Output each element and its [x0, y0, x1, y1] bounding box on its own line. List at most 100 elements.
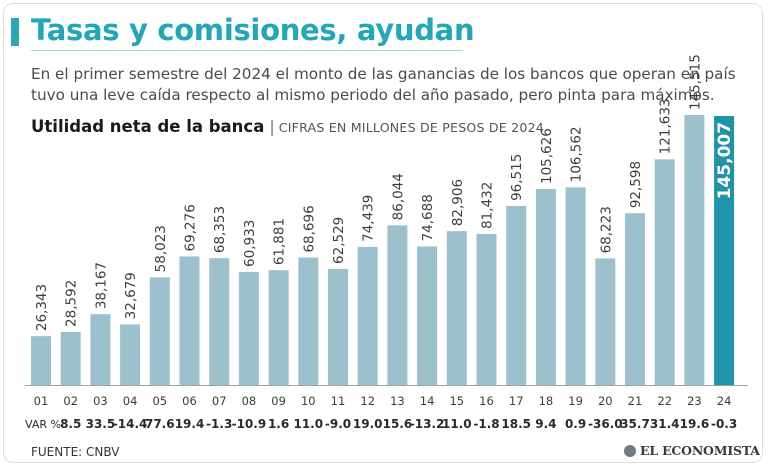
value-label-19: 106,562	[569, 126, 585, 182]
x-tick-label-23: 23	[687, 394, 702, 408]
x-tick-label-12: 12	[360, 394, 375, 408]
title-divider	[31, 50, 463, 51]
value-label-04: 32,679	[123, 272, 139, 319]
value-label-10: 68,696	[301, 205, 317, 252]
var-pct-16: -1.8	[473, 417, 499, 431]
bar-12	[357, 246, 378, 385]
bar-22	[654, 159, 675, 385]
var-pct-08: -10.9	[232, 417, 267, 431]
brand-name: EL ECONOMISTA	[640, 443, 760, 458]
chart-title: Utilidad neta de la banca	[31, 117, 265, 136]
bar-21	[625, 213, 645, 385]
value-label-16: 81,432	[480, 182, 496, 229]
bar-20	[595, 258, 616, 385]
var-pct-23: 19.6	[680, 417, 710, 431]
x-tick-label-07: 07	[212, 394, 227, 408]
x-tick-label-17: 17	[509, 394, 524, 408]
bar-05	[149, 277, 170, 385]
var-pct-09: 1.6	[268, 417, 289, 431]
var-pct-14: -13.2	[410, 417, 445, 431]
x-tick-label-19: 19	[568, 394, 583, 408]
x-tick-label-13: 13	[390, 394, 405, 408]
x-tick-label-18: 18	[539, 394, 554, 408]
var-pct-03: 33.5	[86, 417, 116, 431]
bar-16	[476, 233, 497, 385]
x-tick-label-14: 14	[420, 394, 435, 408]
chart-heading: Utilidad neta de la banca | CIFRAS EN MILL…	[31, 117, 544, 136]
var-pct-04: -14.4	[113, 417, 148, 431]
value-label-21: 92,598	[628, 161, 644, 208]
var-pct-20: -36.0	[588, 417, 623, 431]
bar-06	[179, 256, 200, 385]
bar-02	[60, 331, 81, 385]
value-label-11: 62,529	[331, 217, 347, 264]
x-tick-label-05: 05	[152, 394, 167, 408]
x-tick-label-06: 06	[182, 394, 197, 408]
heading-separator: |	[269, 117, 275, 136]
bar-14	[417, 246, 438, 385]
x-tick-label-08: 08	[242, 394, 257, 408]
var-pct-11: -9.0	[325, 417, 351, 431]
var-pct-18: 9.4	[535, 417, 556, 431]
value-label-06: 69,276	[183, 204, 199, 251]
x-tick-label-20: 20	[598, 394, 613, 408]
bar-23	[684, 115, 705, 385]
bar-11	[328, 268, 348, 385]
bar-10	[298, 257, 319, 385]
x-tick-label-04: 04	[123, 394, 138, 408]
value-label-08: 60,933	[242, 220, 258, 267]
var-pct-13: 15.6	[383, 417, 413, 431]
subtitle: En el primer semestre del 2024 el monto …	[31, 65, 736, 104]
value-label-07: 68,353	[212, 206, 228, 253]
value-label-24: 145,007	[715, 122, 735, 199]
value-label-09: 61,881	[272, 218, 288, 265]
source-note: FUENTE: CNBV	[31, 445, 120, 459]
bar-01	[31, 336, 51, 385]
var-pct-17: 18.5	[501, 417, 531, 431]
var-pct-10: 11.0	[293, 417, 323, 431]
value-label-20: 68,223	[598, 206, 614, 253]
value-label-17: 96,515	[509, 154, 525, 201]
bar-03	[90, 314, 111, 385]
title-accent-bar	[11, 18, 19, 46]
bar-17	[506, 205, 527, 385]
bar-13	[387, 225, 408, 385]
var-pct-15: 11.0	[442, 417, 472, 431]
value-label-12: 74,439	[361, 195, 377, 242]
bar-07	[209, 258, 230, 385]
value-label-05: 58,023	[153, 225, 169, 272]
x-tick-label-01: 01	[34, 394, 49, 408]
x-tick-label-09: 09	[271, 394, 286, 408]
value-label-14: 74,688	[420, 194, 436, 241]
value-label-03: 38,167	[93, 262, 109, 309]
var-pct-21: 35.7	[620, 417, 650, 431]
bar-19	[565, 187, 586, 385]
x-tick-label-10: 10	[301, 394, 316, 408]
var-pct-22: 31.4	[650, 417, 680, 431]
value-label-15: 82,906	[450, 179, 466, 226]
page-title: Tasas y comisiones, ayudan	[31, 13, 475, 47]
var-pct-07: -1.3	[206, 417, 232, 431]
var-pct-02: 8.5	[60, 417, 81, 431]
x-tick-label-11: 11	[331, 394, 346, 408]
value-label-02: 28,592	[64, 280, 80, 327]
x-tick-label-16: 16	[479, 394, 494, 408]
value-label-13: 86,044	[390, 173, 406, 220]
bar-08	[238, 271, 259, 385]
value-label-22: 121,633	[658, 98, 674, 154]
value-label-23: 145,515	[687, 54, 703, 110]
var-pct-heading: VAR %	[25, 418, 61, 431]
value-label-18: 105,626	[539, 128, 555, 184]
var-pct-05: 77.6	[145, 417, 175, 431]
x-tick-label-24: 24	[717, 394, 732, 408]
var-pct-12: 19.0	[353, 417, 383, 431]
bar-18	[535, 189, 556, 385]
bar-09	[268, 270, 289, 385]
x-tick-label-22: 22	[657, 394, 672, 408]
x-tick-label-03: 03	[93, 394, 108, 408]
var-pct-19: 0.9	[565, 417, 586, 431]
bar-04	[120, 324, 141, 385]
x-tick-label-02: 02	[63, 394, 78, 408]
var-pct-24: -0.3	[711, 417, 737, 431]
